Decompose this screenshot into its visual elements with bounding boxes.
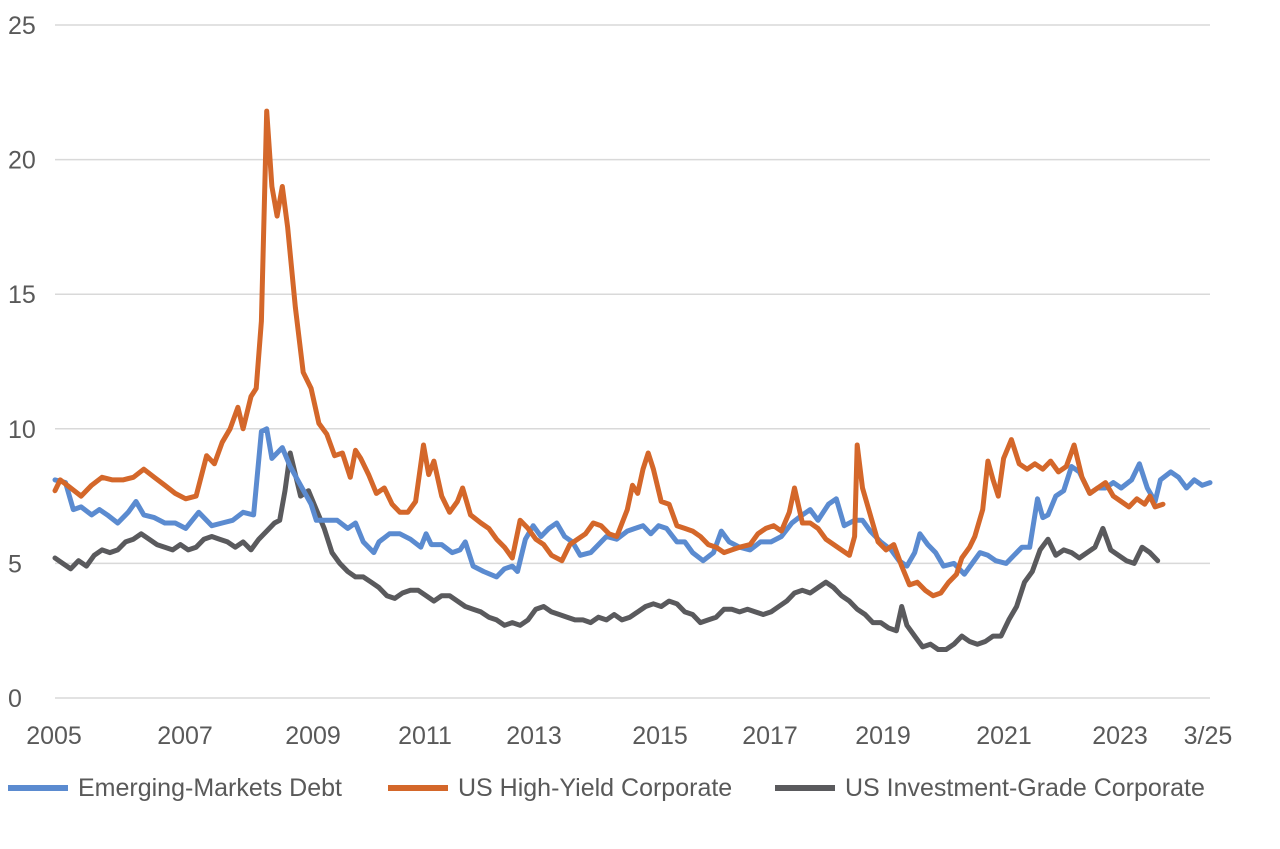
- legend-label: US Investment-Grade Corporate: [845, 774, 1205, 802]
- y-axis: 0 5 10 15 20 25: [8, 12, 36, 713]
- legend-label: US High-Yield Corporate: [458, 774, 732, 802]
- x-tick-label: 2023: [1092, 722, 1148, 750]
- gridlines: [55, 24, 1210, 699]
- x-tick-label: 2017: [742, 722, 798, 750]
- x-tick-label: 2013: [506, 722, 562, 750]
- x-tick-label: 2009: [285, 722, 341, 750]
- series-line-us-investment-grade-corporate: [52, 450, 1161, 652]
- x-tick-label: 2005: [26, 722, 82, 750]
- x-tick-label: 2011: [398, 722, 452, 750]
- x-tick-label: 2021: [976, 722, 1032, 750]
- series-lines: [52, 108, 1213, 652]
- series-line-us-high-yield-corporate: [52, 108, 1166, 599]
- series-line-emerging-markets-debt: [52, 426, 1213, 580]
- x-axis: 2005 2007 2009 2011 2013 2015 2017 2019 2021 2023…: [26, 722, 1232, 750]
- x-tick-label: 3/25: [1184, 722, 1233, 750]
- legend-label: Emerging-Markets Debt: [78, 774, 342, 802]
- y-tick-label: 15: [8, 281, 36, 309]
- y-tick-label: 0: [8, 685, 22, 713]
- legend: Emerging-Markets Debt US High-Yield Corpo…: [8, 774, 1205, 802]
- y-tick-label: 20: [8, 147, 36, 175]
- x-tick-label: 2015: [632, 722, 688, 750]
- x-tick-label: 2019: [855, 722, 911, 750]
- y-tick-label: 25: [8, 12, 36, 40]
- x-tick-label: 2007: [157, 722, 213, 750]
- y-tick-label: 5: [8, 550, 22, 578]
- y-tick-label: 10: [8, 416, 36, 444]
